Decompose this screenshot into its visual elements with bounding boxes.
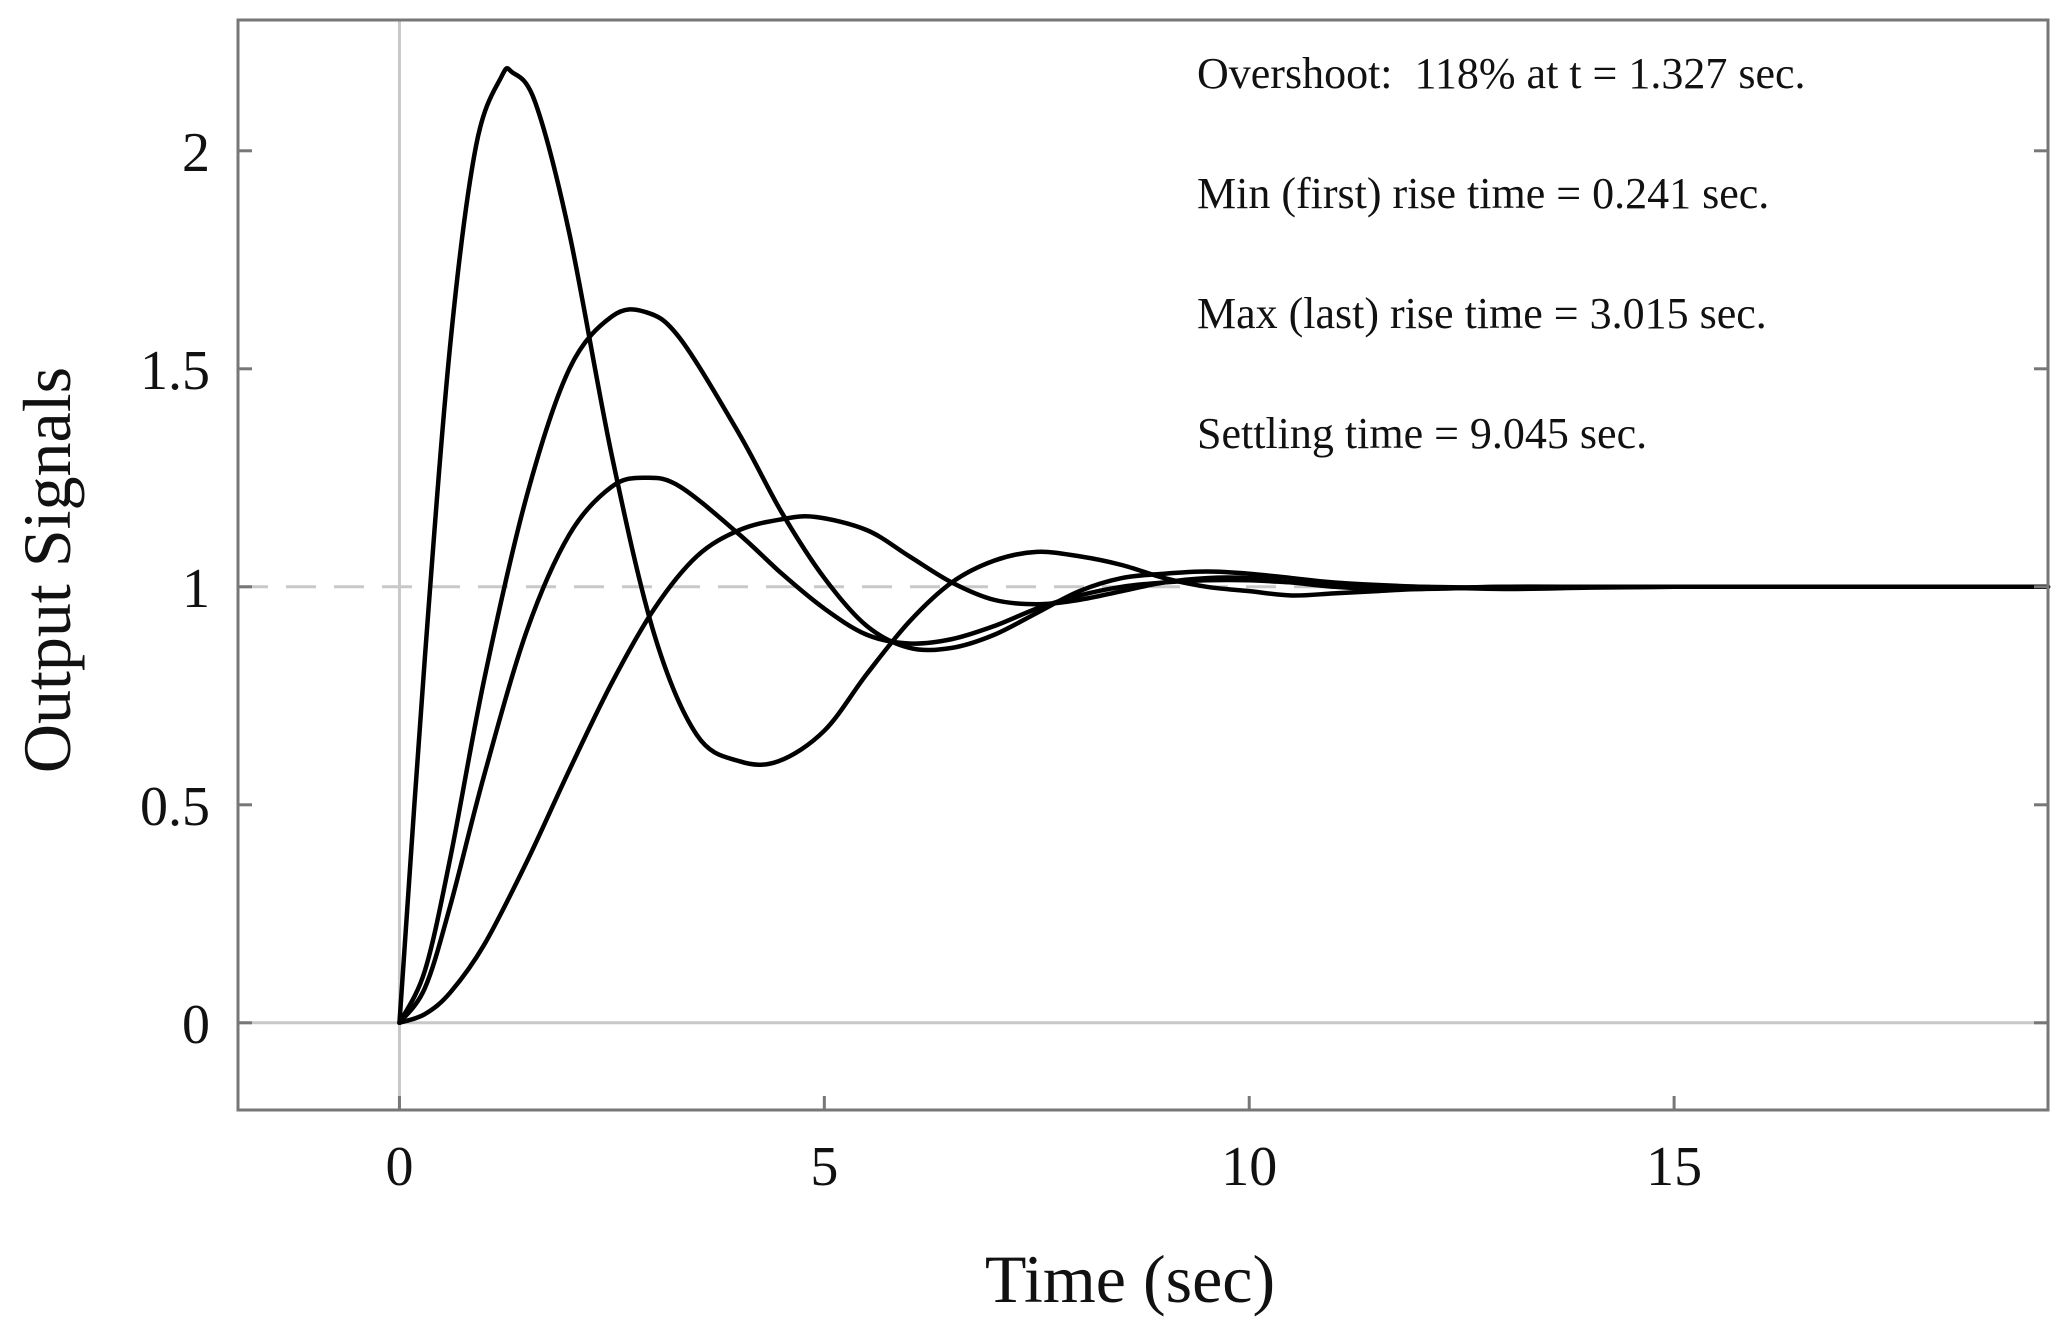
series-line-3 bbox=[397, 475, 2051, 1026]
series-group bbox=[397, 65, 2051, 1026]
y-axis-label: Output Signals bbox=[9, 367, 85, 773]
y-ticks: 0 0.5 1 1.5 2 bbox=[140, 122, 2048, 1056]
y-tick-label: 1.5 bbox=[140, 340, 210, 402]
x-tick-label: 10 bbox=[1221, 1136, 1277, 1198]
series-line-4 bbox=[397, 514, 2051, 1026]
x-tick-label: 0 bbox=[385, 1136, 413, 1198]
y-tick-label: 0.5 bbox=[140, 776, 210, 838]
annotation-1: Overshoot: 118% at t = 1.327 sec. bbox=[1197, 49, 1806, 98]
x-tick-label: 5 bbox=[810, 1136, 838, 1198]
annotation-4: Settling time = 9.045 sec. bbox=[1197, 409, 1647, 458]
annotations: Overshoot: 118% at t = 1.327 sec. Min (fi… bbox=[1197, 49, 1806, 458]
annotation-2: Min (first) rise time = 0.241 sec. bbox=[1197, 169, 1769, 218]
x-axis-label: Time (sec) bbox=[985, 1241, 1275, 1317]
y-tick-label: 2 bbox=[182, 122, 210, 184]
x-ticks: 0 5 10 15 bbox=[385, 1096, 1702, 1198]
plot-frame bbox=[236, 18, 2050, 1112]
y-tick-label: 0 bbox=[182, 994, 210, 1056]
y-tick-label: 1 bbox=[182, 558, 210, 620]
annotation-3: Max (last) rise time = 3.015 sec. bbox=[1197, 289, 1767, 338]
x-tick-label: 15 bbox=[1646, 1136, 1702, 1198]
